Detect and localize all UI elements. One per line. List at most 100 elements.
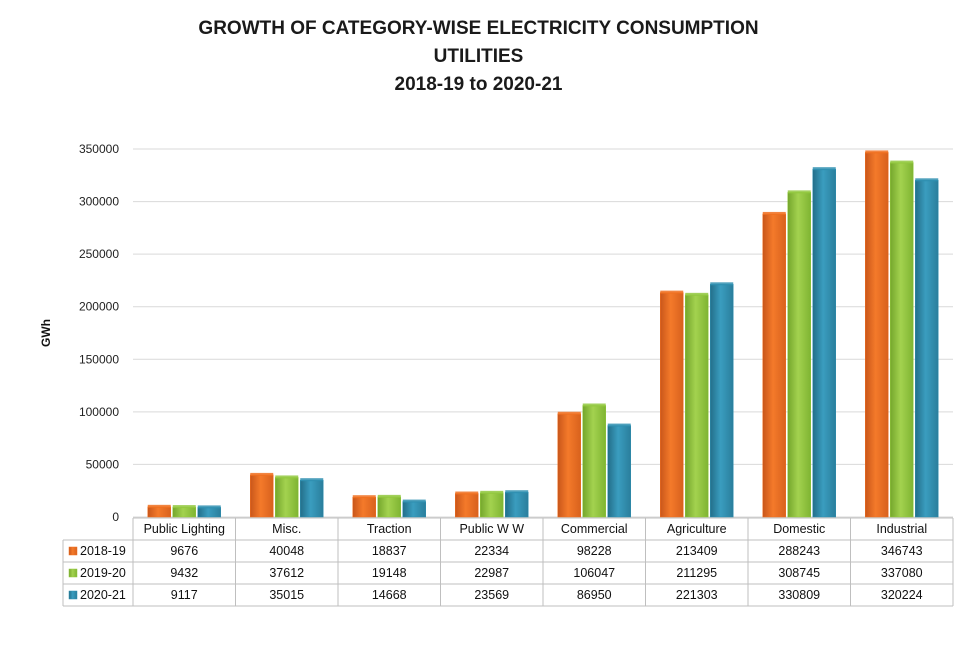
- bar-cap: [505, 490, 529, 494]
- data-value: 221303: [676, 588, 718, 602]
- data-value: 22334: [474, 544, 509, 558]
- bar-cap: [787, 190, 811, 194]
- bar-cap: [402, 499, 426, 503]
- bar-2019-20-misc-: [275, 477, 299, 518]
- y-axis: 0 50000 100000 150000 200000 250000 300000 3500…: [79, 142, 119, 524]
- bar-cap: [480, 490, 504, 494]
- legend-label: 2019-20: [80, 566, 126, 580]
- legend-label: 2018-19: [80, 544, 126, 558]
- bar-cap: [812, 167, 836, 171]
- bar-cap: [660, 290, 684, 294]
- bar-2019-20-public-w-w: [480, 492, 504, 518]
- bar-cap: [172, 505, 196, 509]
- bar-2018-19-public-lighting: [147, 506, 171, 518]
- data-value: 211295: [676, 566, 717, 580]
- y-tick-label: 50000: [86, 457, 120, 471]
- bar-2020-21-public-w-w: [505, 491, 529, 518]
- category-label: Agriculture: [667, 522, 727, 536]
- bar-2018-19-agriculture: [660, 292, 684, 518]
- bar-2020-21-commercial: [607, 425, 631, 518]
- data-value: 213409: [676, 544, 718, 558]
- bar-cap: [890, 160, 914, 164]
- y-axis-label: GWh: [39, 319, 53, 347]
- data-value: 37612: [269, 566, 304, 580]
- bar-2020-21-traction: [402, 501, 426, 518]
- data-value: 106047: [573, 566, 615, 580]
- category-label: Industrial: [876, 522, 927, 536]
- bar-2018-19-domestic: [762, 213, 786, 518]
- y-tick-label: 300000: [79, 195, 119, 209]
- bar-2019-20-public-lighting: [172, 506, 196, 518]
- chart-subtitle: UTILITIES: [433, 46, 524, 67]
- bar-cap: [250, 472, 274, 476]
- category-label: Traction: [367, 522, 412, 536]
- data-value: 308745: [778, 566, 820, 580]
- data-value: 22987: [474, 566, 509, 580]
- bar-cap: [685, 292, 709, 296]
- bar-2020-21-public-lighting: [197, 507, 221, 518]
- data-value: 14668: [372, 588, 407, 602]
- bar-cap: [865, 150, 889, 154]
- data-value: 337080: [881, 566, 923, 580]
- bar-2019-20-commercial: [582, 405, 606, 518]
- bar-cap: [915, 178, 939, 182]
- y-tick-label: 0: [112, 510, 119, 524]
- bar-2020-21-domestic: [812, 168, 836, 518]
- data-value: 19148: [372, 566, 407, 580]
- bars: [147, 150, 939, 518]
- data-value: 9432: [170, 566, 198, 580]
- bar-cap: [300, 478, 324, 482]
- bar-cap: [352, 495, 376, 499]
- data-table: Public Lighting Misc. Traction Public W W Co…: [62, 517, 954, 607]
- data-value: 9676: [170, 544, 198, 558]
- data-value: 23569: [474, 588, 509, 602]
- data-value: 35015: [269, 588, 304, 602]
- chart-period: 2018-19 to 2020-21: [394, 74, 563, 95]
- bar-cap: [275, 475, 299, 479]
- y-tick-label: 350000: [79, 142, 119, 156]
- bar-2018-19-public-w-w: [455, 493, 479, 518]
- bar-2018-19-traction: [352, 496, 376, 518]
- chart-title: GROWTH OF CATEGORY-WISE ELECTRICITY CONS…: [198, 18, 759, 39]
- bar-2018-19-industrial: [865, 152, 889, 518]
- bar-2018-19-misc-: [250, 474, 274, 518]
- data-value: 40048: [269, 544, 304, 558]
- bar-cap: [710, 282, 734, 286]
- data-value: 346743: [881, 544, 923, 558]
- bar-2019-20-domestic: [787, 192, 811, 518]
- bar-cap: [607, 423, 631, 427]
- data-value: 330809: [778, 588, 820, 602]
- data-value: 86950: [577, 588, 612, 602]
- y-tick-label: 250000: [79, 247, 119, 261]
- bar-cap: [147, 504, 171, 508]
- legend-label: 2020-21: [80, 588, 126, 602]
- bar-cap: [197, 505, 221, 509]
- category-label: Domestic: [773, 522, 825, 536]
- bar-2018-19-commercial: [557, 413, 581, 518]
- bar-cap: [582, 403, 606, 407]
- category-label: Commercial: [561, 522, 628, 536]
- y-tick-label: 100000: [79, 405, 119, 419]
- category-label: Public Lighting: [144, 522, 225, 536]
- bar-2020-21-industrial: [915, 180, 939, 518]
- data-value: 18837: [372, 544, 407, 558]
- bar-cap: [762, 211, 786, 215]
- legend-swatch: [68, 590, 78, 600]
- bar-2019-20-traction: [377, 496, 401, 518]
- bar-2019-20-industrial: [890, 162, 914, 518]
- legend-swatch: [68, 568, 78, 578]
- bar-2020-21-agriculture: [710, 284, 734, 518]
- data-value: 9117: [171, 588, 198, 602]
- y-tick-label: 150000: [79, 352, 119, 366]
- bar-2020-21-misc-: [300, 479, 324, 518]
- data-value: 98228: [577, 544, 612, 558]
- category-label: Public W W: [459, 522, 524, 536]
- bar-cap: [455, 491, 479, 495]
- legend-swatch: [68, 546, 78, 556]
- data-value: 320224: [881, 588, 923, 602]
- bar-cap: [377, 494, 401, 498]
- data-value: 288243: [778, 544, 820, 558]
- category-label: Misc.: [272, 522, 301, 536]
- bar-2019-20-agriculture: [685, 294, 709, 518]
